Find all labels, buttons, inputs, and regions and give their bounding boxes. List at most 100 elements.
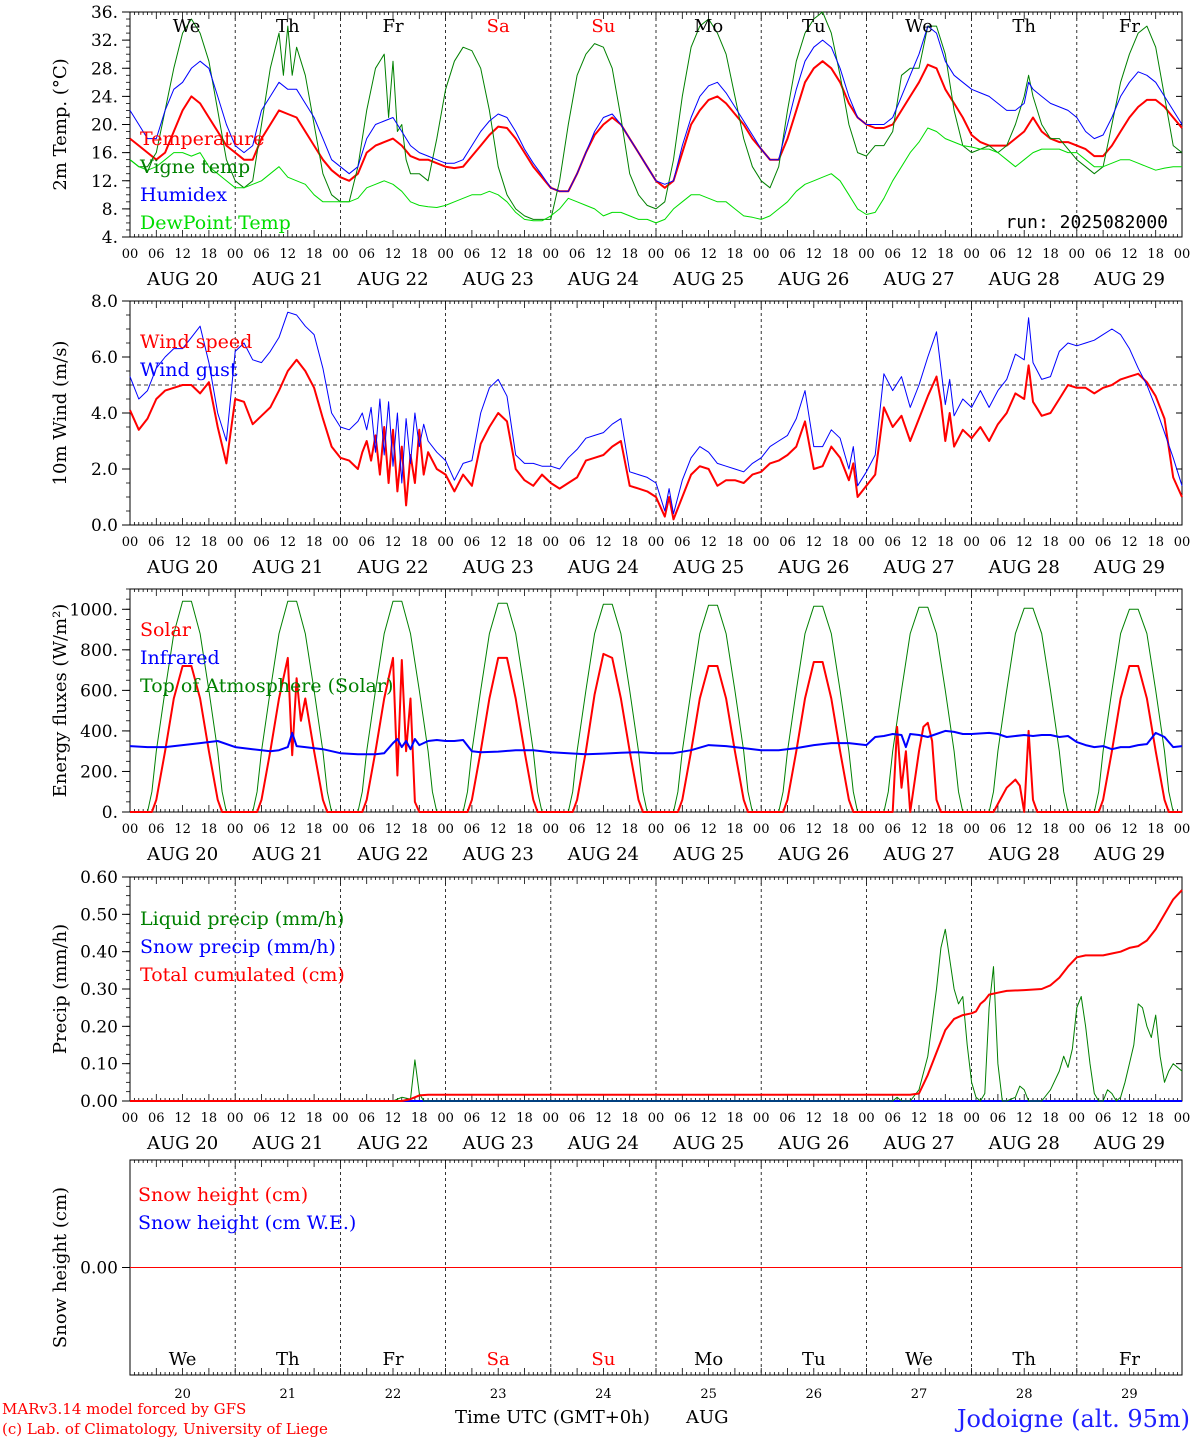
date-label: AUG 27 (882, 269, 954, 290)
hour-tick-label: 18 (411, 535, 428, 550)
hour-tick-label: 06 (779, 822, 796, 837)
hour-tick-label: 18 (937, 247, 954, 262)
y-tick-label: 0. (102, 803, 118, 823)
y-tick-label: 0.30 (80, 980, 118, 1000)
hour-tick-label: 06 (464, 822, 481, 837)
date-label: AUG 20 (146, 1133, 218, 1154)
plot-frame (129, 300, 1183, 526)
y-tick-label: 0.20 (80, 1017, 118, 1037)
hour-tick-label: 00 (122, 535, 139, 550)
hour-tick-label: 00 (332, 1111, 349, 1126)
hour-tick-label: 06 (674, 535, 691, 550)
hour-tick-label: 18 (832, 822, 849, 837)
hour-tick-label: 06 (464, 247, 481, 262)
date-label: AUG 23 (462, 269, 534, 290)
hour-tick-label: 06 (253, 1111, 270, 1126)
hour-tick-label: 12 (280, 1111, 297, 1126)
hour-tick-label: 12 (490, 535, 507, 550)
hour-tick-label: 00 (963, 535, 980, 550)
y-tick-label: 800. (80, 641, 118, 661)
hour-tick-label: 00 (227, 535, 244, 550)
hour-tick-label: 00 (332, 247, 349, 262)
hour-tick-label: 18 (201, 1111, 218, 1126)
hour-tick-label: 00 (648, 535, 665, 550)
hour-tick-label: 06 (779, 535, 796, 550)
hour-tick-label: 12 (385, 535, 402, 550)
weekday-label: Sa (487, 16, 510, 37)
hour-tick-label: 18 (306, 535, 323, 550)
date-label: AUG 27 (882, 557, 954, 578)
day-number: 25 (700, 1387, 717, 1402)
y-tick-label: 4.0 (91, 404, 118, 424)
hour-tick-label: 00 (122, 1111, 139, 1126)
day-number: 26 (806, 1387, 823, 1402)
y-tick-label: 12. (91, 172, 118, 192)
hour-tick-label: 06 (990, 247, 1007, 262)
hour-tick-label: 12 (490, 1111, 507, 1126)
hour-tick-label: 12 (1016, 247, 1033, 262)
time-axis-label: Time UTC (GMT+0h) (455, 1407, 650, 1428)
panel-wind: 0.0 2.0 4.0 6.0 8.0 10m Wind (m/s) Wind speed W… (50, 292, 1190, 578)
day-number: 24 (595, 1387, 612, 1402)
hour-tick-label: 18 (516, 247, 533, 262)
legend-entry: Humidex (140, 184, 227, 206)
date-label: AUG 25 (672, 269, 744, 290)
y-tick-label: 24. (91, 87, 118, 107)
y-axis-label: Snow height (cm) (50, 1187, 71, 1348)
hour-tick-label: 12 (806, 1111, 823, 1126)
date-label: AUG 24 (567, 844, 639, 865)
date-label: AUG 22 (356, 1133, 428, 1154)
weekday-label: We (169, 1349, 197, 1370)
panel-temp: 4. 8. 12. 16. 20. 24. 28. 32. 36. 2m Temp. (°C) Te… (50, 3, 1190, 290)
hour-tick-label: 12 (280, 535, 297, 550)
day-number: 22 (385, 1387, 402, 1402)
date-label: AUG 26 (777, 1133, 849, 1154)
hour-tick-label: 00 (437, 247, 454, 262)
weekday-label: We (173, 16, 201, 37)
y-tick-label: 32. (91, 31, 118, 51)
hour-tick-label: 00 (963, 1111, 980, 1126)
hour-tick-label: 18 (1147, 1111, 1164, 1126)
legend-entry: Vigne temp (139, 156, 250, 178)
day-number: 27 (911, 1387, 928, 1402)
hour-tick-label: 12 (806, 247, 823, 262)
legend-entry: Solar (140, 619, 192, 641)
y-tick-label: 0.00 (80, 1092, 118, 1112)
hour-tick-label: 18 (621, 822, 638, 837)
hour-tick-label: 12 (385, 247, 402, 262)
hour-tick-label: 18 (306, 1111, 323, 1126)
hour-tick-label: 18 (727, 1111, 744, 1126)
hour-tick-label: 12 (1121, 535, 1138, 550)
weekday-label: Th (276, 16, 300, 37)
hour-tick-label: 00 (1069, 247, 1086, 262)
date-label: AUG 29 (1093, 844, 1165, 865)
month-label: AUG (685, 1407, 729, 1428)
legend-entry: Top of Atmosphere (Solar) (140, 675, 393, 697)
series-dewpoint-temp (129, 127, 1182, 224)
series-solar (130, 652, 1182, 813)
y-axis-label: Precip (mm/h) (50, 924, 71, 1054)
hour-tick-label: 00 (1069, 535, 1086, 550)
hour-tick-label: 12 (280, 247, 297, 262)
y-tick-label: 36. (91, 3, 118, 23)
hour-tick-label: 12 (911, 247, 928, 262)
date-label: AUG 24 (567, 557, 639, 578)
legend-entry: Temperature (140, 128, 264, 150)
panel-precip: 0.00 0.10 0.20 0.30 0.40 0.50 0.60 Precip (mm/h… (50, 868, 1190, 1154)
date-label: AUG 25 (672, 844, 744, 865)
y-tick-label: 2.0 (91, 460, 118, 480)
hour-tick-label: 18 (516, 535, 533, 550)
hour-tick-label: 06 (253, 822, 270, 837)
hour-tick-label: 06 (148, 535, 165, 550)
hour-tick-label: 12 (174, 822, 191, 837)
legend-entry: Wind gust (140, 359, 238, 381)
date-label: AUG 27 (882, 1133, 954, 1154)
y-tick-label: 28. (91, 59, 118, 79)
date-label: AUG 20 (146, 557, 218, 578)
hour-tick-label: 06 (1095, 822, 1112, 837)
hour-tick-label: 12 (1016, 1111, 1033, 1126)
legend-entry: Liquid precip (mm/h) (140, 908, 344, 930)
legend-entry: Wind speed (140, 331, 252, 353)
day-number: 21 (280, 1387, 297, 1402)
hour-tick-label: 06 (884, 535, 901, 550)
